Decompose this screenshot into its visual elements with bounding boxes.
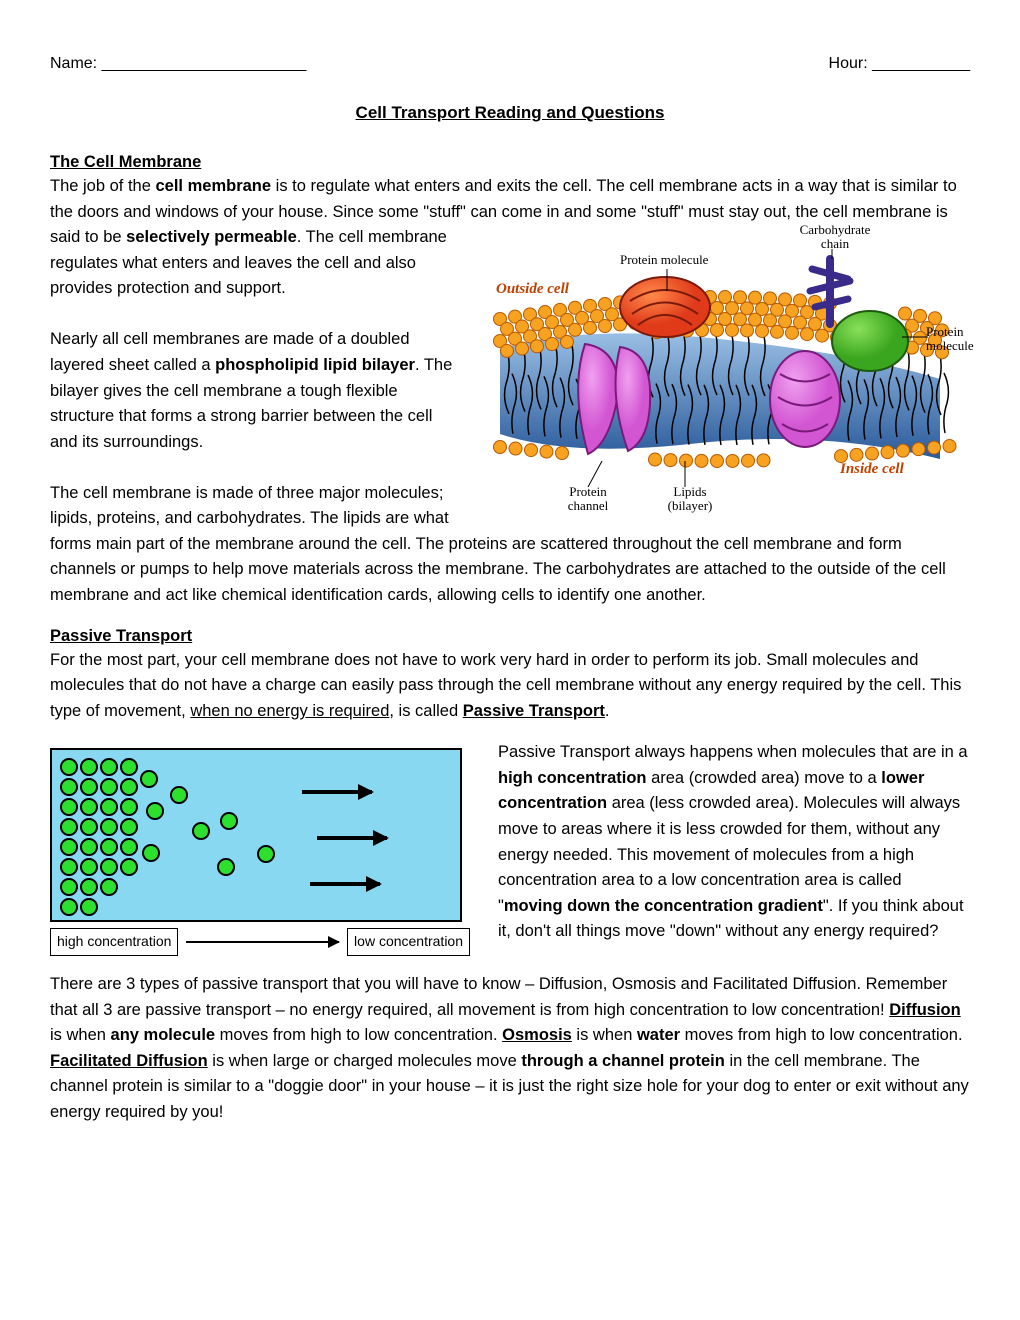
molecule-dot <box>120 758 138 776</box>
text: Passive Transport always happens when mo… <box>498 743 968 761</box>
molecule-dot <box>60 898 78 916</box>
text: is when <box>50 1026 111 1044</box>
text: moves from high to low concentration. <box>680 1026 962 1044</box>
text: There are 3 types of passive transport t… <box>50 975 947 1019</box>
flow-arrow-icon <box>302 790 372 794</box>
molecule-dot <box>60 878 78 896</box>
molecule-dot <box>80 818 98 836</box>
molecule-dot <box>146 802 164 820</box>
text: moves from high to low concentration. <box>215 1026 502 1044</box>
molecule-dot <box>60 858 78 876</box>
term-any-molecule: any molecule <box>111 1026 216 1044</box>
section2-p2-wrap: high concentration low concentration Pas… <box>50 740 970 945</box>
protein-purple-2 <box>770 351 840 447</box>
flow-arrow-icon <box>310 882 380 886</box>
term-selectively-permeable: selectively permeable <box>126 228 297 246</box>
molecule-dot <box>120 838 138 856</box>
term-diffusion: Diffusion <box>889 1001 961 1019</box>
term-facilitated-diffusion: Facilitated Diffusion <box>50 1052 208 1070</box>
hour-field: Hour: ___________ <box>829 55 970 73</box>
label-carb-chain: Carbohydrate chain <box>790 223 880 252</box>
molecule-dot <box>100 778 118 796</box>
text: The job of the <box>50 177 156 195</box>
text: is when <box>572 1026 637 1044</box>
molecule-dot <box>142 844 160 862</box>
molecule-dot <box>60 838 78 856</box>
term-water: water <box>637 1026 680 1044</box>
term-passive-transport: Passive Transport <box>463 702 605 720</box>
molecule-dot <box>220 812 238 830</box>
term-phospholipid-bilayer: phospholipid lipid bilayer <box>215 356 415 374</box>
term-concentration-gradient: moving down the concentration gradient <box>504 897 823 915</box>
molecule-dot <box>60 798 78 816</box>
molecule-dot <box>257 845 275 863</box>
protein-green <box>832 311 908 371</box>
term-high-concentration: high concentration <box>498 769 647 787</box>
label-low-concentration: low concentration <box>347 928 470 956</box>
term-osmosis: Osmosis <box>502 1026 572 1044</box>
page-title: Cell Transport Reading and Questions <box>50 103 970 123</box>
molecule-dot <box>100 878 118 896</box>
molecule-dot <box>120 818 138 836</box>
molecule-dot <box>170 786 188 804</box>
section1-body: The job of the cell membrane is to regul… <box>50 174 970 609</box>
molecule-dot <box>140 770 158 788</box>
flow-arrow-icon <box>317 836 387 840</box>
label-protein-right: Protein molecule <box>926 325 976 354</box>
molecule-dot <box>80 858 98 876</box>
molecule-dot <box>80 778 98 796</box>
label-protein-channel: Protein channel <box>558 485 618 514</box>
molecule-dot <box>60 758 78 776</box>
diffusion-diagram: high concentration low concentration <box>50 748 470 956</box>
molecule-dot <box>217 858 235 876</box>
molecule-dot <box>60 818 78 836</box>
membrane-diagram: Outside cell Inside cell Protein molecul… <box>470 229 970 509</box>
molecule-dot <box>192 822 210 840</box>
term-cell-membrane: cell membrane <box>156 177 272 195</box>
molecule-dot <box>60 778 78 796</box>
molecule-dot <box>100 798 118 816</box>
molecule-dot <box>120 798 138 816</box>
section2-heading: Passive Transport <box>50 627 970 646</box>
molecule-dot <box>80 758 98 776</box>
header-row: Name: _______________________ Hour: ____… <box>50 55 970 73</box>
protein-red <box>620 277 710 337</box>
label-protein-top: Protein molecule <box>620 253 708 267</box>
diffusion-box <box>50 748 462 922</box>
molecule-dot <box>80 838 98 856</box>
section2-p1: For the most part, your cell membrane do… <box>50 648 970 725</box>
text: , is called <box>389 702 462 720</box>
section2-p3: There are 3 types of passive transport t… <box>50 972 970 1125</box>
molecule-dot <box>100 818 118 836</box>
term-channel-protein: through a channel protein <box>521 1052 725 1070</box>
section1-heading: The Cell Membrane <box>50 153 970 172</box>
label-outside-cell: Outside cell <box>496 281 569 298</box>
worksheet-page: Name: _______________________ Hour: ____… <box>0 0 1020 1320</box>
phrase-no-energy: when no energy is required <box>190 702 389 720</box>
molecule-dot <box>120 778 138 796</box>
gradient-arrow-icon <box>186 941 339 943</box>
molecule-dot <box>100 838 118 856</box>
text: area (crowded area) move to a <box>647 769 882 787</box>
molecule-dot <box>100 858 118 876</box>
label-inside-cell: Inside cell <box>840 461 904 478</box>
name-field: Name: _______________________ <box>50 55 306 73</box>
molecule-dot <box>80 878 98 896</box>
molecule-dot <box>80 798 98 816</box>
text: . <box>605 702 610 720</box>
text: is when large or charged molecules move <box>208 1052 522 1070</box>
molecule-dot <box>120 858 138 876</box>
molecule-dot <box>80 898 98 916</box>
diffusion-labels: high concentration low concentration <box>50 928 470 956</box>
label-lipids: Lipids (bilayer) <box>660 485 720 514</box>
label-high-concentration: high concentration <box>50 928 178 956</box>
molecule-dot <box>100 758 118 776</box>
